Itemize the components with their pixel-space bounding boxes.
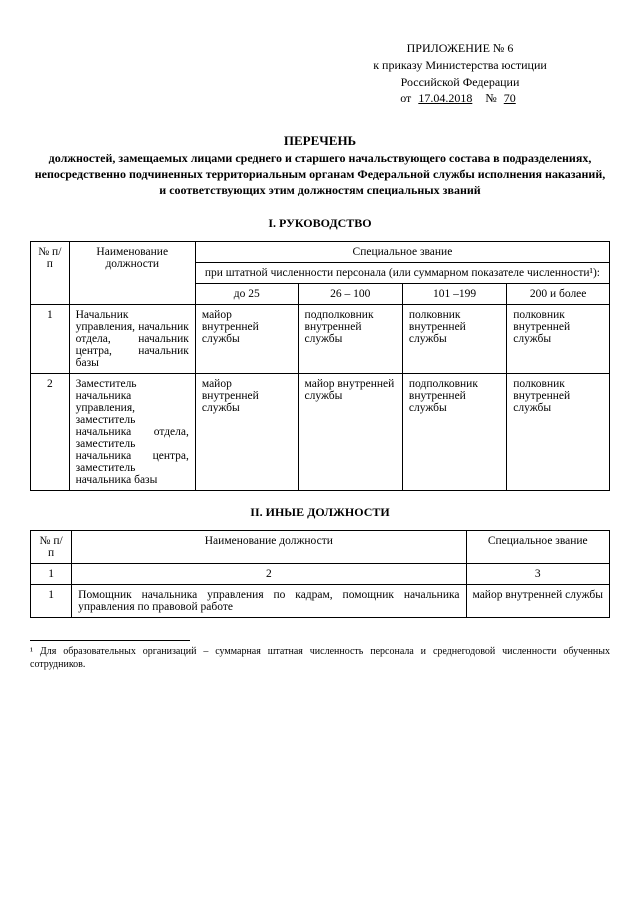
cell-v1: майор внутренней службы [195, 374, 298, 491]
table-1: № п/п Наименование должности Специальное… [30, 241, 610, 491]
th-c2: 26 – 100 [298, 284, 402, 305]
cell-num: 2 [31, 374, 70, 491]
th-c3: 101 –199 [402, 284, 506, 305]
cell-v3: полковник внутренней службы [402, 305, 506, 374]
table-2: № п/п Наименование должности Специальное… [30, 530, 610, 618]
cell-v4: полковник внутренней службы [507, 305, 610, 374]
th-staff: при штатной численности персонала (или с… [195, 263, 609, 284]
appendix-number: ПРИЛОЖЕНИЕ № 6 [310, 40, 610, 57]
appendix-line1: к приказу Министерства юстиции [310, 57, 610, 74]
cell-v3: подполковник внутренней службы [402, 374, 506, 491]
number-value: 70 [500, 91, 520, 105]
no-label: № [485, 91, 496, 105]
ot-label: от [400, 91, 411, 105]
th-num: № п/п [31, 242, 70, 305]
table-row: 2 Заместитель начальника управления, зам… [31, 374, 610, 491]
title-main: ПЕРЕЧЕНЬ [30, 132, 610, 150]
th2-spec: Специальное звание [466, 531, 610, 564]
cell-name: Начальник управления, начальник отдела, … [69, 305, 195, 374]
cell-v2: майор внутренней службы [298, 374, 402, 491]
section-2-title: II. ИНЫЕ ДОЛЖНОСТИ [30, 505, 610, 520]
footnote-text: ¹ Для образовательных организаций – сумм… [30, 645, 610, 671]
th2-h3: 3 [466, 564, 610, 585]
section-1-title: I. РУКОВОДСТВО [30, 216, 610, 231]
th2-num: № п/п [31, 531, 72, 564]
cell-num: 1 [31, 305, 70, 374]
appendix-date-line: от 17.04.2018 № 70 [310, 90, 610, 107]
cell2-name: Помощник начальника управления по кадрам… [72, 585, 466, 618]
date-value: 17.04.2018 [414, 91, 476, 105]
cell-v4: полковник внутренней службы [507, 374, 610, 491]
title-sub: должностей, замещаемых лицами среднего и… [30, 150, 610, 199]
th2-h1: 1 [31, 564, 72, 585]
title-block: ПЕРЕЧЕНЬ должностей, замещаемых лицами с… [30, 132, 610, 198]
appendix-line2: Российской Федерации [310, 74, 610, 91]
document-page: ПРИЛОЖЕНИЕ № 6 к приказу Министерства юс… [0, 0, 640, 905]
footnote-rule [30, 640, 190, 641]
cell2-num: 1 [31, 585, 72, 618]
th2-h2: 2 [72, 564, 466, 585]
th-name: Наименование должности [69, 242, 195, 305]
th-spec: Специальное звание [195, 242, 609, 263]
table-row: 1 Начальник управления, начальник отдела… [31, 305, 610, 374]
cell-v1: майор внутренней службы [195, 305, 298, 374]
cell2-spec: майор внутренней службы [466, 585, 610, 618]
table-row: 1 Помощник начальника управления по кадр… [31, 585, 610, 618]
th-c4: 200 и более [507, 284, 610, 305]
cell-v2: подполковник внутренней службы [298, 305, 402, 374]
th2-name: Наименование должности [72, 531, 466, 564]
appendix-header: ПРИЛОЖЕНИЕ № 6 к приказу Министерства юс… [310, 40, 610, 107]
cell-name: Заместитель начальника управления, замес… [69, 374, 195, 491]
th-c1: до 25 [195, 284, 298, 305]
